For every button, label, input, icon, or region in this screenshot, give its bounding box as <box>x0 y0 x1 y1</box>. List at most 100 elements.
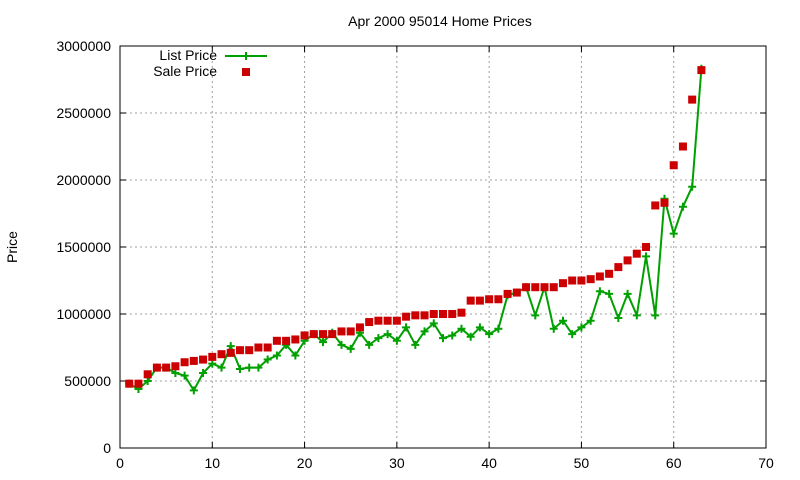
list-price-point <box>439 334 447 343</box>
sale-price-point <box>448 310 457 318</box>
list-price-point <box>475 323 484 332</box>
list-price-point <box>291 351 300 360</box>
x-tick-label: 70 <box>758 455 774 471</box>
y-tick-label: 2000000 <box>56 172 111 188</box>
sale-price-point <box>568 276 577 285</box>
sale-price-point <box>328 330 337 339</box>
list-price-point <box>651 311 660 320</box>
sale-price-point <box>697 66 706 75</box>
legend-marker-list-price <box>242 52 250 60</box>
list-price-point <box>346 344 355 353</box>
list-price-point <box>466 332 475 341</box>
sale-price-point <box>669 161 678 170</box>
list-price-point <box>217 363 226 372</box>
list-price-point <box>595 287 604 296</box>
sale-price-point <box>540 283 549 292</box>
sale-price-point <box>688 95 697 104</box>
sale-price-point <box>374 316 383 325</box>
x-tick-label: 30 <box>389 455 405 471</box>
list-price-point <box>549 324 558 333</box>
sale-price-point <box>217 350 226 359</box>
list-price-point <box>494 324 503 333</box>
sale-price-point <box>466 296 475 305</box>
sale-price-point <box>383 316 392 325</box>
sale-price-point <box>346 327 355 336</box>
sale-price-point <box>494 295 503 304</box>
sale-price-point <box>235 346 244 355</box>
sale-price-point <box>282 336 291 345</box>
grid <box>120 46 766 448</box>
list-price-point <box>374 334 383 343</box>
sale-price-point <box>402 312 411 321</box>
x-tick-label: 60 <box>666 455 682 471</box>
sale-price-point <box>623 256 632 265</box>
sale-price-point <box>503 289 512 298</box>
list-price-point <box>448 331 457 340</box>
axis-ticks: 0 500000 1000000 1500000 2000000 2500000 30000… <box>56 38 774 471</box>
list-price-point <box>180 371 189 380</box>
x-tick-label: 40 <box>481 455 497 471</box>
x-tick-label: 20 <box>297 455 313 471</box>
sale-price-point <box>263 343 272 352</box>
legend-swatch-sale-price <box>242 68 250 76</box>
sale-price-point <box>429 310 438 318</box>
sale-price-point <box>558 279 567 288</box>
y-tick-label: 500000 <box>64 373 111 389</box>
list-price-point <box>669 229 678 238</box>
sale-price-point <box>355 323 364 332</box>
sale-price-point <box>660 198 669 207</box>
sale-price-point <box>614 263 623 272</box>
legend-label-sale-price: Sale Price <box>153 63 217 79</box>
list-price-point <box>586 316 595 325</box>
sale-price-point <box>337 327 346 336</box>
list-price-point <box>171 368 180 377</box>
list-price-point <box>254 363 263 372</box>
list-price-point <box>199 368 208 377</box>
list-price-point <box>632 311 641 320</box>
sale-price-point <box>245 346 254 355</box>
sale-price-point <box>411 311 420 320</box>
list-price-point <box>420 327 429 336</box>
sale-price-point <box>420 311 429 320</box>
list-price-point <box>411 340 420 349</box>
sale-price-point <box>457 308 466 317</box>
sale-price-point <box>134 379 143 388</box>
sale-price-point <box>577 276 586 285</box>
y-axis-label: Price <box>4 231 20 263</box>
sale-price-point <box>632 249 641 258</box>
y-tick-label: 3000000 <box>56 38 111 54</box>
x-tick-label: 50 <box>574 455 590 471</box>
sale-price-point <box>595 272 604 281</box>
sale-price-point <box>171 362 180 371</box>
sale-price-point <box>512 288 521 297</box>
sale-price-point <box>365 318 374 327</box>
sale-price-point <box>152 363 161 372</box>
sale-price-point <box>199 355 208 364</box>
list-price-point <box>189 386 198 395</box>
list-price-point <box>605 289 614 298</box>
sale-price-point <box>291 335 300 344</box>
list-price-point <box>402 323 411 332</box>
list-price-point <box>365 340 374 349</box>
x-tick-label: 0 <box>116 455 124 471</box>
sale-price-point <box>208 352 217 361</box>
list-price-point <box>688 182 697 191</box>
list-price-point <box>263 355 272 364</box>
list-price-point <box>558 316 567 325</box>
sale-price-point <box>485 295 494 304</box>
chart-title: Apr 2000 95014 Home Prices <box>348 13 532 29</box>
y-tick-label: 0 <box>103 440 111 456</box>
list-price-point <box>337 340 346 349</box>
list-price-point <box>623 289 632 298</box>
sale-price-point <box>162 363 171 372</box>
list-price-point <box>319 338 328 347</box>
sale-price-point <box>475 296 484 305</box>
y-tick-label: 1500000 <box>56 239 111 255</box>
list-price-point <box>383 330 392 339</box>
sale-price-point <box>309 330 318 339</box>
list-price-point <box>208 359 217 368</box>
list-price-point <box>614 314 623 323</box>
list-price-point <box>568 330 577 339</box>
